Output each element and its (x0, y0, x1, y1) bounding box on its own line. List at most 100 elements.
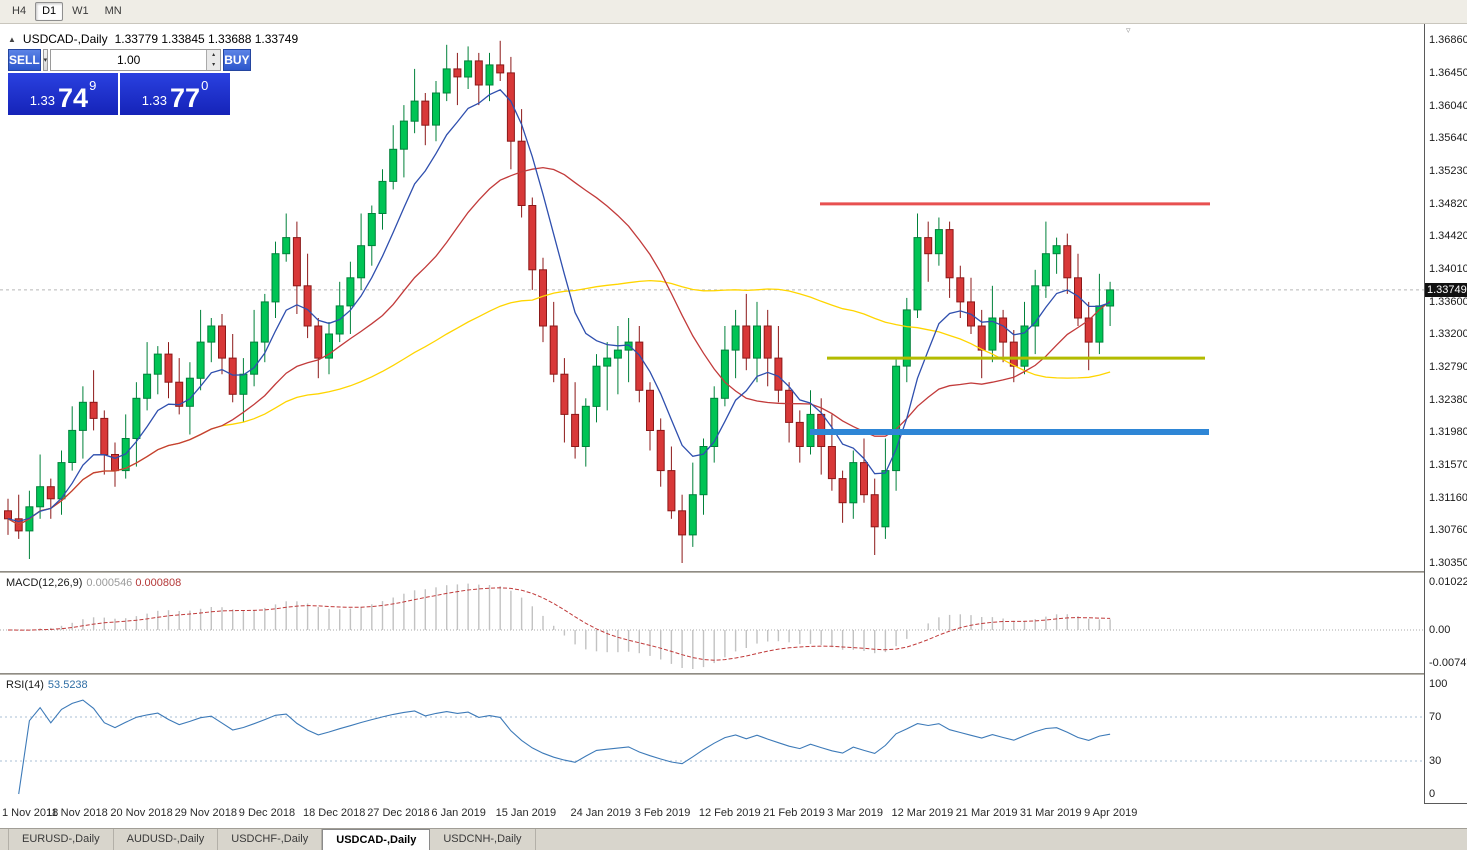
chevron-down-icon: ▾ (43, 57, 48, 64)
candle (175, 358, 184, 415)
candle (881, 438, 890, 539)
date-label: 21 Mar 2019 (955, 807, 1018, 819)
timeframe-button-h4[interactable]: H4 (12, 5, 27, 17)
candle (218, 314, 226, 375)
candle (528, 197, 537, 290)
candle (474, 52, 483, 106)
timeframe-button-d1[interactable]: D1 (35, 2, 64, 21)
candle (250, 309, 259, 387)
candle (977, 309, 986, 379)
candle (111, 442, 119, 487)
macd-value-signal: 0.000808 (135, 577, 182, 589)
timeframe-toolbar: H4 D1 W1 MN (0, 0, 1467, 24)
current-price-tag: 1.33749 (1425, 282, 1467, 297)
candle (164, 342, 173, 399)
chart-ohlc: 1.33779 1.33845 1.33688 1.33749 (114, 32, 299, 46)
candle (581, 398, 590, 467)
macd-label: MACD(12,26,9) 0.000546 0.000808 (6, 577, 181, 589)
price-axis[interactable]: 1.36860 1.36450 1.36040 1.35640 1.35230 1.348… (1425, 24, 1467, 803)
candle (14, 494, 23, 539)
ma-fast-line (7, 89, 1111, 523)
chart-tab-usdcnh-daily[interactable]: USDCNH-,Daily (430, 829, 536, 850)
candle (378, 169, 387, 230)
date-label: 9 Apr 2019 (1084, 807, 1138, 819)
bid-price-box[interactable]: 1.33 74 9 (8, 73, 118, 115)
volume-input[interactable] (51, 50, 207, 70)
sell-button[interactable]: SELL (8, 49, 41, 71)
candle (571, 382, 580, 459)
candle (132, 382, 141, 467)
chart-tab-usdcad-daily[interactable]: USDCAD-,Daily (322, 829, 431, 850)
time-axis[interactable]: 1 Nov 2018 11 Nov 2018 20 Nov 2018 29 Nov 2… (0, 803, 1424, 823)
candle (592, 354, 601, 423)
candle (1074, 253, 1082, 326)
bid-price-pipette: 9 (89, 78, 97, 93)
candle (945, 221, 954, 298)
ask-price-big: 77 (170, 83, 201, 113)
chevron-up-icon: ▴ (212, 52, 216, 58)
timeframe-button-w1[interactable]: W1 (72, 5, 89, 17)
candle (89, 370, 98, 431)
price-axis-label: 1.34420 (1429, 230, 1467, 243)
volume-stepper[interactable]: ▴ ▾ (206, 50, 221, 70)
chart-tab-audusd-daily[interactable]: AUDUSD-,Daily (114, 829, 219, 850)
volume-dropdown[interactable]: ▾ (42, 49, 49, 71)
price-axis-label: 1.36040 (1429, 99, 1467, 112)
date-label: 24 Jan 2019 (570, 807, 632, 819)
ask-price-box[interactable]: 1.33 77 0 (120, 73, 230, 115)
candle (143, 342, 152, 411)
chevron-down-icon: ▾ (212, 62, 216, 68)
candle (46, 478, 55, 519)
candle (453, 52, 462, 106)
candle (988, 285, 997, 363)
candle (913, 213, 922, 318)
candle (1031, 269, 1040, 355)
macd-pane[interactable] (0, 573, 1424, 673)
pane-divider[interactable] (0, 673, 1467, 675)
price-chart-canvas[interactable] (0, 24, 1424, 571)
date-label: 3 Feb 2019 (634, 807, 691, 819)
macd-name: MACD(12,26,9) (6, 577, 83, 589)
date-label: 12 Mar 2019 (891, 807, 954, 819)
price-axis-label: 1.35230 (1429, 164, 1467, 177)
price-axis-label: 1.31160 (1429, 491, 1467, 504)
price-axis-label: 1.30760 (1429, 524, 1467, 537)
date-label: 12 Feb 2019 (698, 807, 761, 819)
candle (1063, 233, 1072, 294)
macd-axis-label: -0.007477 (1429, 657, 1467, 669)
candle (57, 450, 66, 515)
date-label: 15 Jan 2019 (495, 807, 557, 819)
chart-tab-usdchf-daily[interactable]: USDCHF-,Daily (218, 829, 323, 850)
candle (656, 418, 665, 487)
rsi-pane[interactable] (0, 675, 1424, 801)
date-label: 1 Nov 2018 (2, 807, 59, 819)
candle (560, 358, 569, 443)
rsi-label: RSI(14) 53.5238 (6, 679, 88, 691)
rsi-line (18, 699, 1111, 795)
candle (688, 462, 697, 547)
date-label: 20 Nov 2018 (110, 807, 173, 819)
candle (956, 265, 965, 318)
rsi-axis-label: 0 (1429, 788, 1436, 800)
price-axis-label: 1.35640 (1429, 132, 1467, 144)
candle (421, 93, 430, 146)
pane-divider[interactable] (0, 571, 1467, 573)
candle (442, 44, 451, 102)
candle (860, 438, 868, 503)
chart-tab-eurusd-daily[interactable]: EURUSD-,Daily (8, 829, 114, 850)
timeframe-button-mn[interactable]: MN (104, 5, 122, 17)
candle (271, 241, 280, 318)
candle (1041, 221, 1050, 298)
candle (967, 277, 975, 334)
one-click-toggle-icon[interactable]: ▲ (8, 34, 16, 44)
candle (806, 390, 815, 455)
candle (153, 346, 162, 395)
candle (464, 46, 473, 89)
buy-button[interactable]: BUY (223, 49, 251, 71)
candle (325, 322, 333, 375)
rsi-axis-label: 100 (1429, 678, 1448, 690)
ask-price-prefix: 1.33 (141, 93, 168, 108)
candle (635, 326, 644, 403)
candle (785, 382, 794, 443)
candle (100, 410, 109, 475)
